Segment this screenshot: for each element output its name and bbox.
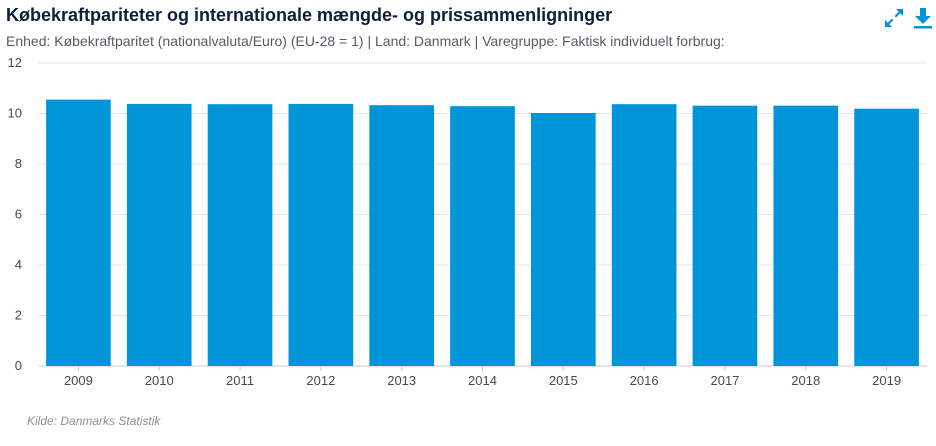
x-tick-label: 2017 [710,373,739,388]
x-tick-label: 2010 [145,373,174,388]
bars [46,99,919,367]
source-note: Kilde: Danmarks Statistik [27,414,161,428]
x-tick-label: 2018 [791,373,820,388]
x-tick-label: 2013 [387,373,416,388]
x-tick-label: 2009 [64,373,93,388]
y-tick-label: 6 [15,207,22,222]
x-axis-ticks: 2009 2010 2011 2012 2013 2014 2015 2016 2017 2018… [64,366,901,388]
bar-2019[interactable] [854,108,919,366]
bar-2016[interactable] [611,104,677,366]
y-tick-label: 10 [8,106,22,121]
x-tick-label: 2014 [468,373,497,388]
y-tick-label: 8 [15,156,22,171]
bar-2011[interactable] [207,104,273,366]
bar-2017[interactable] [692,105,758,367]
x-tick-label: 2015 [549,373,578,388]
bar-2015[interactable] [530,112,596,367]
x-tick-label: 2011 [226,373,254,388]
x-tick-label: 2016 [630,373,659,388]
chart-title: Købekraftpariteter og internationale mæn… [6,5,613,25]
expand-icon-graphic [884,8,904,28]
download-icon[interactable] [911,6,935,30]
y-tick-label: 4 [15,257,22,272]
y-axis-ticks: 0 2 4 6 8 10 12 [8,55,22,373]
chart-subtitle: Enhed: Købekraftparitet (nationalvaluta/… [6,33,725,49]
bar-2010[interactable] [126,103,192,366]
bar-2014[interactable] [450,106,515,367]
y-tick-label: 12 [8,55,22,70]
bar-2009[interactable] [46,99,111,367]
download-icon-graphic [914,8,932,29]
x-tick-label: 2012 [306,373,335,388]
bar-2012[interactable] [288,103,354,366]
y-tick-label: 2 [15,308,22,323]
x-tick-label: 2019 [872,373,901,388]
bar-2013[interactable] [369,105,435,366]
bar-2018[interactable] [773,105,839,367]
expand-icon[interactable] [882,6,906,30]
y-tick-label: 0 [15,358,22,373]
